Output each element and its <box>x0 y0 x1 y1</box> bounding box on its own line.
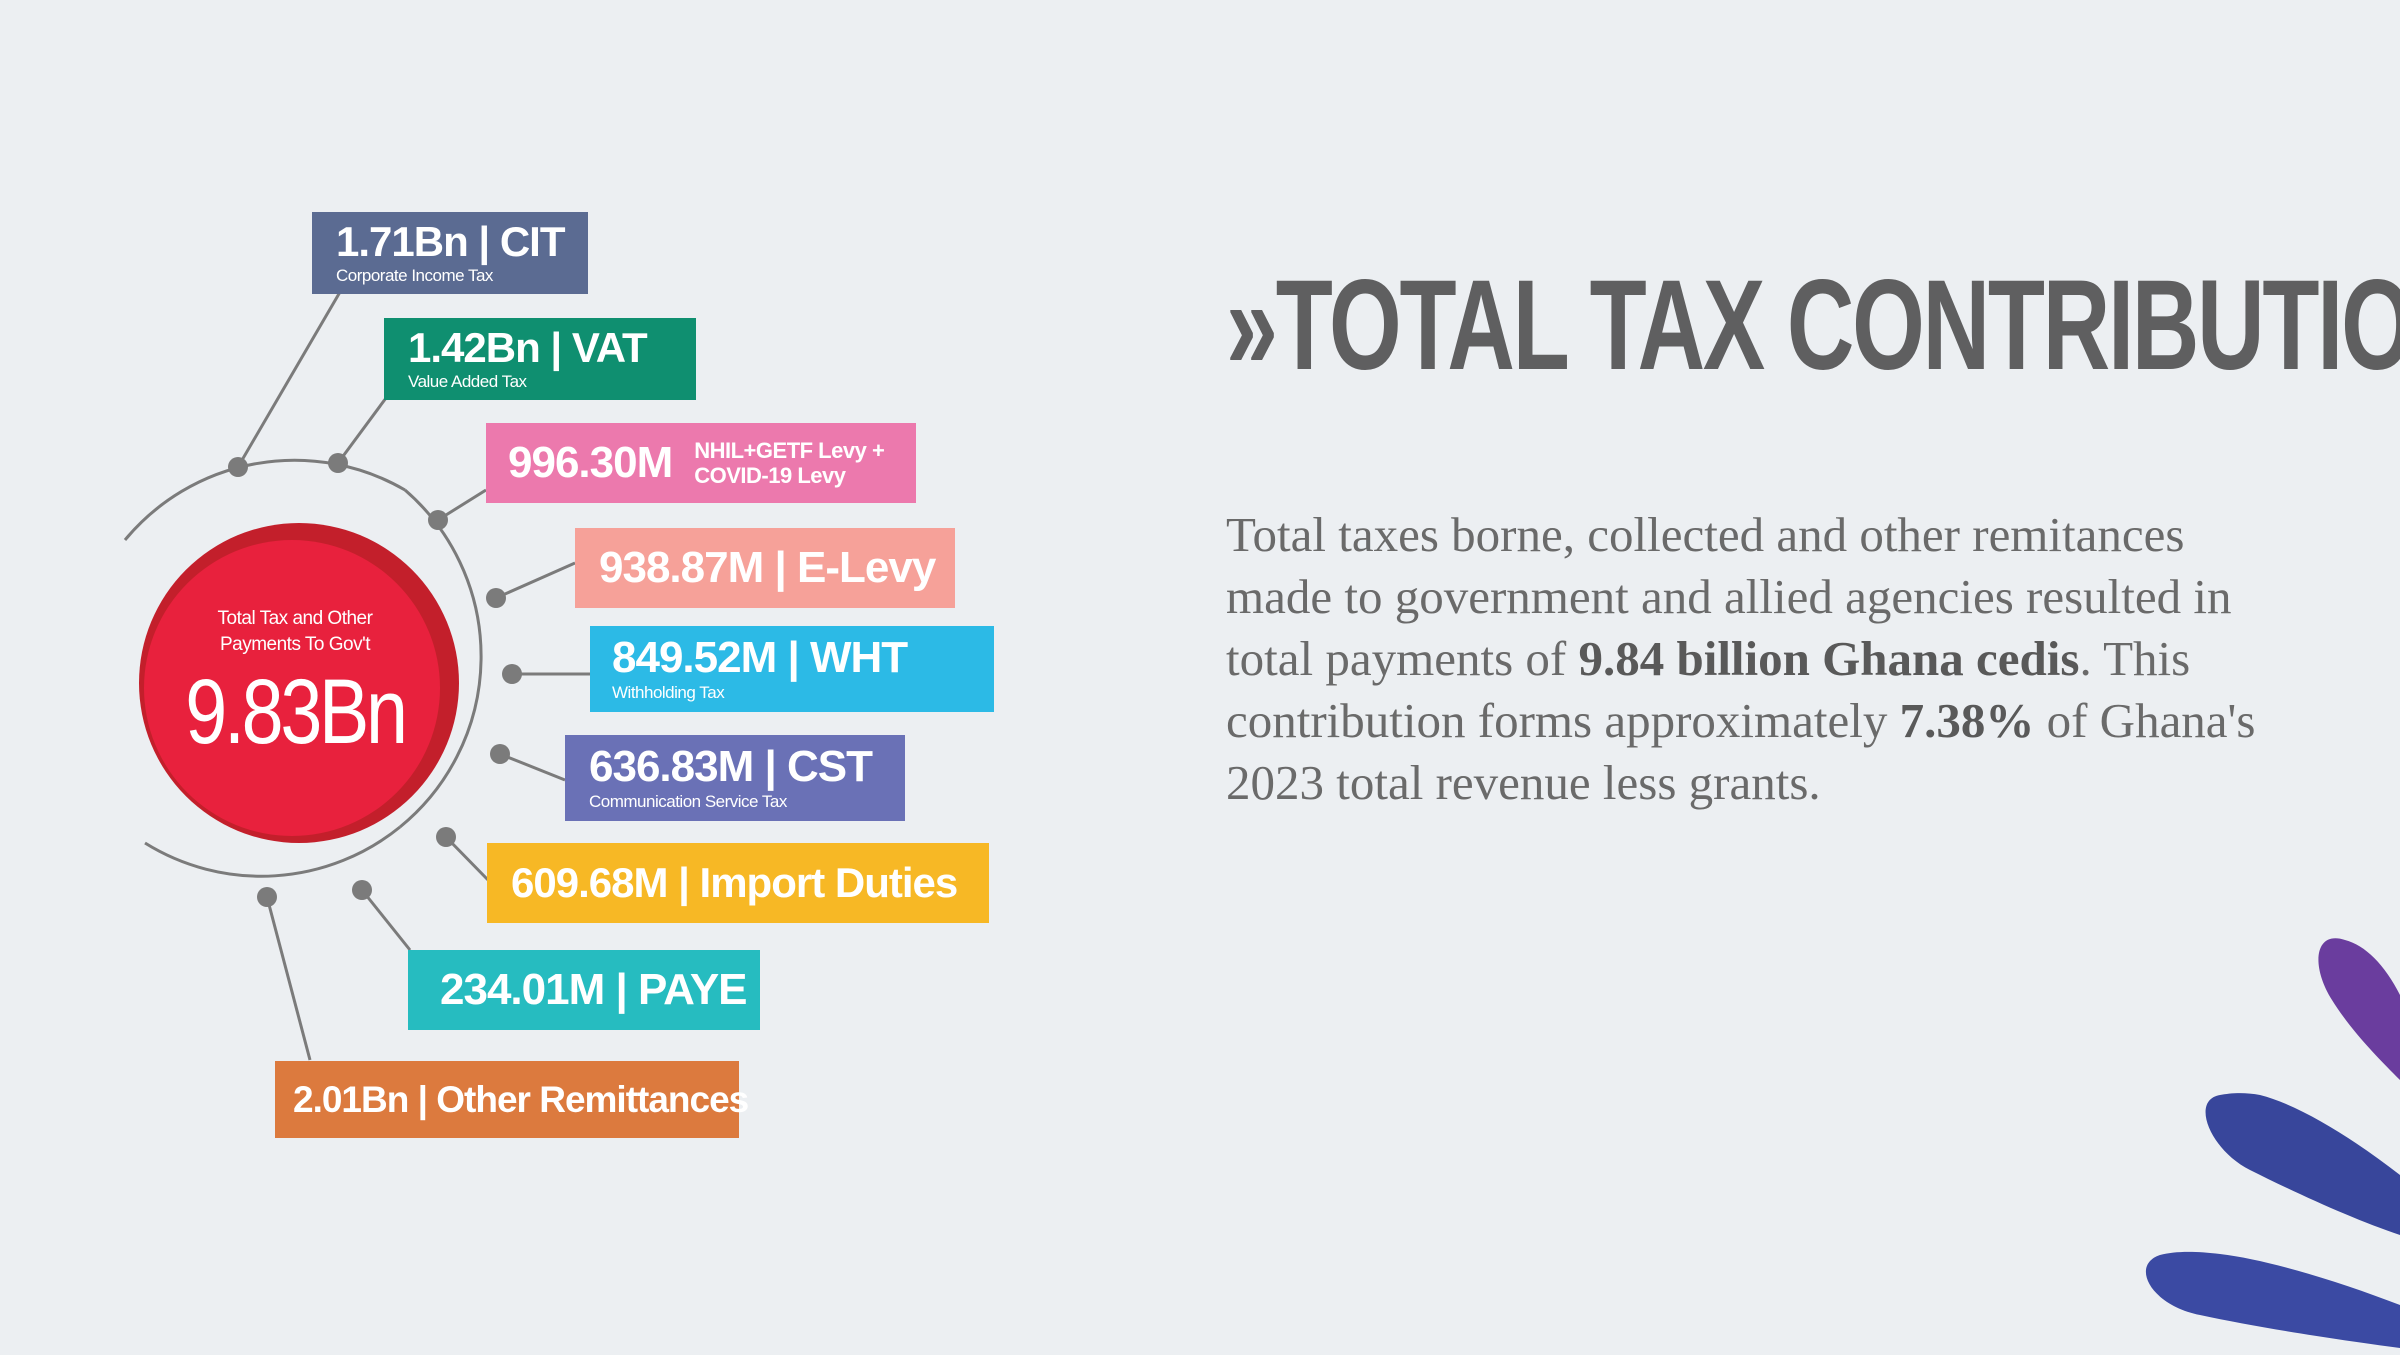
tax-breakdown-diagram: Total Tax and Other Payments To Gov't 9.… <box>0 0 1100 1350</box>
description-highlight: 9.84 billion Ghana cedis <box>1578 631 2080 686</box>
tax-item-cst: 636.83M | CST Communication Service Tax <box>565 735 905 821</box>
tax-item-description-line: COVID-19 Levy <box>694 463 846 488</box>
orbit-arc <box>123 458 406 541</box>
tax-item-code: VAT <box>571 323 648 371</box>
hub-total-value: 9.83Bn <box>185 661 408 763</box>
connector-line <box>336 397 388 464</box>
description-paragraph: Total taxes borne, collected and other r… <box>1226 504 2266 814</box>
description-text: . This contribution forms approximately <box>1226 631 2191 748</box>
connector-line <box>265 896 312 1061</box>
title-text: TOTAL TAX CONTRIBUTION <box>1275 254 2400 397</box>
tax-item-value: 996.30M <box>508 438 673 487</box>
hub-label-line: Total Tax and Other <box>217 608 373 629</box>
tax-item-heading: 234.01M | PAYE <box>440 965 748 1014</box>
tax-item-heading: 609.68M | Import Duties <box>511 859 959 906</box>
connector-line <box>499 752 566 782</box>
connector-node <box>502 664 522 684</box>
connector-node <box>257 887 277 907</box>
connector-node <box>486 588 506 608</box>
tax-item-description: Corporate Income Tax <box>336 265 493 285</box>
decorative-petal <box>2205 1093 2400 1235</box>
tax-item-value: 234.01M <box>440 965 605 1014</box>
tax-item-heading: 1.42Bn | VAT <box>408 323 648 371</box>
tax-item-value: 938.87M <box>599 543 764 592</box>
page-title: »TOTAL TAX CONTRIBUTION <box>1226 262 2400 390</box>
connector-line <box>360 889 412 951</box>
orbit-arc <box>144 825 401 878</box>
tax-item-description: Communication Service Tax <box>589 791 787 811</box>
tax-item-import-duties: 609.68M | Import Duties <box>487 843 989 923</box>
connector-node <box>490 744 510 764</box>
tax-item-e-levy: 938.87M | E-Levy <box>575 528 955 608</box>
tax-item-heading: 938.87M | E-Levy <box>599 543 936 592</box>
tax-item-value: 849.52M <box>612 632 777 682</box>
tax-item-description: NHIL+GETF Levy + COVID-19 Levy <box>694 437 885 489</box>
connector-node <box>352 880 372 900</box>
decorative-petals <box>2145 938 2400 1348</box>
tax-item-value: 636.83M <box>589 741 754 791</box>
connector-node <box>328 453 348 473</box>
decorative-petal <box>2318 938 2400 1080</box>
description-highlight: 7.38% <box>1899 693 2035 748</box>
tax-item-value: 2.01Bn <box>293 1079 409 1120</box>
tax-item-code: PAYE <box>638 965 748 1014</box>
tax-item-heading: 2.01Bn | Other Remittances <box>293 1079 749 1120</box>
tax-item-heading: 636.83M | CST <box>589 741 873 791</box>
tax-item-description-line: NHIL+GETF Levy + <box>694 437 885 463</box>
tax-item-heading: 849.52M | WHT <box>612 632 908 682</box>
connector-line <box>495 561 576 600</box>
connector-node <box>428 510 448 530</box>
tax-item-code: E-Levy <box>797 543 936 592</box>
connector-graphic <box>123 291 590 1061</box>
connector-node <box>436 827 456 847</box>
tax-item-description: Value Added Tax <box>408 371 527 391</box>
tax-item-cit: 1.71Bn | CIT Corporate Income Tax <box>312 212 588 294</box>
tax-item-vat: 1.42Bn | VAT Value Added Tax <box>384 318 696 400</box>
decorative-petal <box>2145 1251 2400 1348</box>
tax-item-code: Other Remittances <box>436 1079 749 1120</box>
orbit-arc <box>399 488 483 829</box>
tax-item-value: 1.71Bn <box>336 217 469 265</box>
hub-circle <box>144 540 440 836</box>
description-text: of Ghana's 2023 total revenue less grant… <box>1226 693 2256 810</box>
tax-item-other-remittances: 2.01Bn | Other Remittances <box>275 1061 749 1138</box>
tax-item-wht: 849.52M | WHT Withholding Tax <box>590 626 994 712</box>
tax-item-code: CST <box>787 741 873 791</box>
tax-item-paye: 234.01M | PAYE <box>408 950 760 1030</box>
tax-item-value: 609.68M <box>511 859 668 906</box>
tax-item-code: WHT <box>810 632 908 682</box>
tax-item-heading: 1.71Bn | CIT <box>336 217 566 265</box>
connector-node <box>228 457 248 477</box>
hub-label-line: Payments To Gov't <box>219 633 371 655</box>
description-text: Total taxes borne, collected and other r… <box>1226 507 2232 686</box>
title-marker: » <box>1226 254 1278 397</box>
tax-item-code: Import Duties <box>699 859 959 906</box>
connector-line <box>236 291 342 468</box>
tax-item-value: 1.42Bn <box>408 323 541 371</box>
hub-label: Total Tax and Other Payments To Gov't <box>150 606 440 657</box>
tax-item-code: CIT <box>499 217 566 265</box>
tax-item-description: Withholding Tax <box>612 682 725 702</box>
connector-line <box>444 835 492 884</box>
tax-item-nhil-getf-covid-levy: 996.30M NHIL+GETF Levy + COVID-19 Levy <box>486 423 916 503</box>
